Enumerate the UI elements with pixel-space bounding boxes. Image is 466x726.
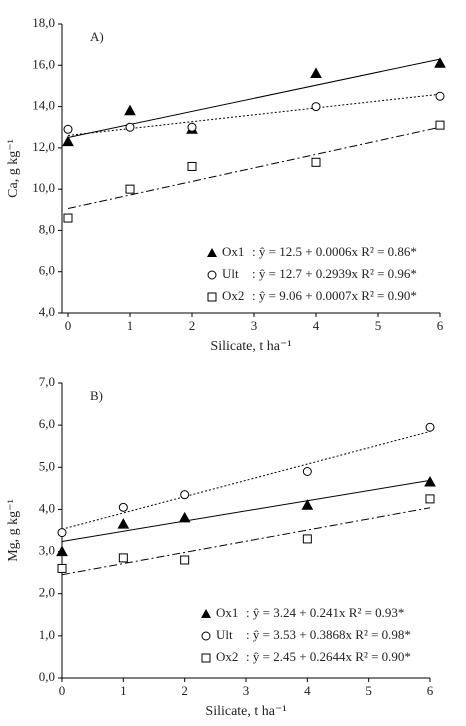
point [187,161,197,171]
legend-name: Ult [216,627,233,642]
y-tick-label: 14,0 [32,98,55,113]
point [117,518,130,529]
point [118,502,128,512]
point [311,102,321,112]
y-tick-label: 6,0 [39,416,55,431]
point [435,120,445,130]
x-tick-label: 3 [243,683,250,698]
legend-marker [201,631,211,641]
point [57,563,67,573]
point [302,467,312,476]
x-tick-label: 4 [313,318,320,333]
point [302,534,312,544]
trend-line [61,479,431,542]
x-tick-label: 1 [127,318,134,333]
point [125,122,135,132]
point [434,57,446,68]
trend-line [61,430,431,530]
legend-equation: : ŷ = 12.7 + 0.2939x R² = 0.96* [252,266,417,281]
legend-name: Ox2 [222,288,244,303]
point [62,135,74,147]
point [180,490,190,500]
legend-equation: : ŷ = 9.06 + 0.0007x R² = 0.90* [252,288,417,303]
y-tick-label: 2,0 [39,585,55,600]
y-tick-label: 18,0 [32,15,55,30]
legend-name: Ox1 [216,605,238,620]
legend-marker [207,292,217,302]
point [178,511,191,523]
x-tick-label: 4 [304,683,311,698]
y-axis-label: Mg, g kg⁻¹ [6,499,21,562]
x-tick-label: 2 [181,683,188,698]
legend-name: Ox2 [216,649,238,664]
trend-line [67,93,441,136]
point [180,555,190,565]
point [187,122,197,132]
panel-label: B) [90,388,103,403]
y-tick-label: 8,0 [39,221,55,236]
x-tick-label: 5 [365,683,372,698]
legend-equation: : ŷ = 3.24 + 0.241x R² = 0.93* [246,605,404,620]
x-tick-label: 0 [65,318,72,333]
y-tick-label: 5,0 [39,458,55,473]
y-axis-label: Ca, g kg⁻¹ [6,139,21,198]
point [125,184,135,194]
y-tick-label: 0,0 [39,669,55,684]
legend-equation: : ŷ = 12.5 + 0.0006x R² = 0.86* [252,244,417,259]
legend-equation: : ŷ = 2.45 + 0.2644x R² = 0.90* [246,649,411,664]
trend-line [67,58,441,139]
x-tick-label: 2 [189,318,196,333]
x-tick-label: 5 [375,318,382,333]
x-axis-label: Silicate, t ha⁻¹ [205,704,286,719]
y-tick-label: 10,0 [32,180,55,195]
legend-marker [207,270,217,280]
y-tick-label: 6,0 [39,263,55,278]
point [301,499,314,510]
legend-name: Ult [222,266,239,281]
legend-marker [201,609,211,618]
point [57,528,67,538]
point [311,157,321,167]
x-tick-label: 6 [427,683,434,698]
point [56,545,68,557]
point [63,213,73,223]
point [424,476,436,487]
legend-name: Ox1 [222,244,244,259]
x-tick-label: 3 [251,318,258,333]
point [124,104,136,116]
trend-line [61,507,431,576]
panel-label: A) [90,29,104,44]
legend-marker [201,653,211,663]
y-tick-label: 3,0 [39,543,55,558]
point [118,553,128,563]
point [435,91,445,101]
x-tick-label: 1 [120,683,127,698]
y-tick-label: 1,0 [39,627,55,642]
x-tick-label: 6 [437,318,444,333]
point [310,67,322,79]
legend-marker [207,248,217,257]
point [425,422,435,432]
legend-equation: : ŷ = 3.53 + 0.3868x R² = 0.98* [246,627,411,642]
point [63,124,73,134]
point [425,494,435,504]
trend-line [67,126,441,210]
x-tick-label: 0 [59,683,66,698]
y-tick-label: 16,0 [32,56,55,71]
y-tick-label: 7,0 [39,374,55,389]
y-tick-label: 12,0 [32,139,55,154]
y-tick-label: 4,0 [39,304,55,319]
x-axis-label: Silicate, t ha⁻¹ [210,339,291,354]
y-tick-label: 4,0 [39,500,55,515]
